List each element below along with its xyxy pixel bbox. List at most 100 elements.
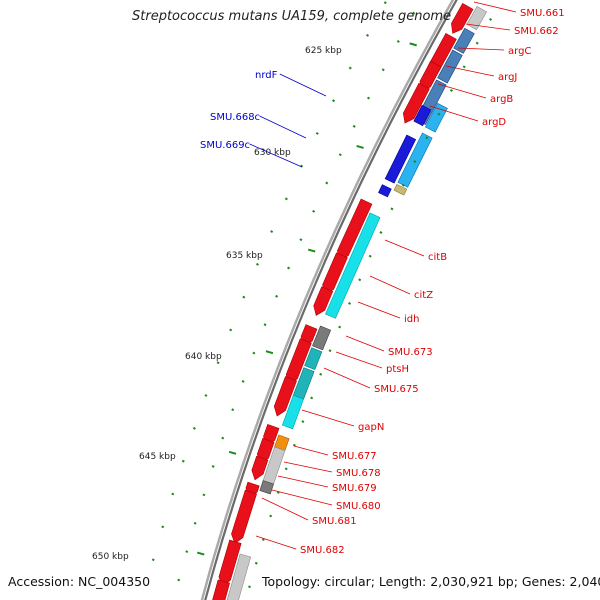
gc-content-dot <box>396 39 400 43</box>
gc-content-dot <box>263 323 267 327</box>
gene-leader-line <box>301 409 355 427</box>
gc-skew-dot <box>254 561 258 565</box>
forward-cds-arrow <box>451 3 474 34</box>
forward-cds-arrow <box>313 286 334 316</box>
gene-leader-line <box>473 1 517 13</box>
reverse-cog-block <box>424 102 448 133</box>
gene-leader-line <box>345 335 385 352</box>
genome-title: Streptococcus mutans UA159, complete gen… <box>132 9 452 24</box>
gene-leader-line <box>429 105 479 122</box>
backbone-line <box>204 0 458 600</box>
gene-label: gapN <box>358 422 384 433</box>
gene-label: SMU.679 <box>332 483 377 494</box>
gc-content-dot-outer <box>161 525 165 529</box>
gene-leader-line <box>437 83 487 99</box>
gene-label: citZ <box>414 290 433 301</box>
cog-feature-block <box>304 347 323 371</box>
gc-content-dot-outer <box>284 197 288 201</box>
gene-leader-line <box>283 461 333 473</box>
gc-content-dot <box>231 408 235 412</box>
gc-content-dot <box>381 68 385 72</box>
gc-content-dot <box>211 465 215 468</box>
gc-skew-dot <box>276 490 280 494</box>
scale-tick <box>265 350 274 355</box>
scale-label: 640 kbp <box>185 352 222 362</box>
gene-label: idh <box>404 314 419 325</box>
scale-label: 650 kbp <box>92 552 129 562</box>
backbone-shadow <box>200 0 455 600</box>
accession-label: Accession: NC_004350 <box>8 574 151 589</box>
gene-leader-line <box>323 367 371 389</box>
gene-label: nrdF <box>255 70 278 81</box>
gc-content-dot <box>366 96 371 100</box>
cog-feature-block <box>312 325 332 351</box>
gene-leader-line <box>261 497 309 521</box>
gc-content-dot <box>312 209 316 213</box>
gc-content-dot-outer <box>383 1 387 5</box>
gene-leader-line <box>249 143 303 168</box>
gc-content-dot-outer <box>242 295 246 299</box>
gene-leader-line <box>457 47 505 51</box>
gene-leader-line <box>271 489 333 506</box>
gene-label: argD <box>482 117 506 128</box>
gc-content-dot-outer <box>270 230 274 234</box>
gene-label: SMU.678 <box>336 468 381 479</box>
gene-label: SMU.680 <box>336 501 381 512</box>
gc-skew-dot <box>319 372 323 376</box>
gene-label: SMU.682 <box>300 545 345 556</box>
scale-label: 645 kbp <box>139 452 176 462</box>
forward-cds-arrow <box>231 489 258 544</box>
gc-skew-dot <box>401 183 405 187</box>
cog-feature-block <box>324 212 381 319</box>
gc-skew-dot <box>292 443 296 447</box>
gc-skew-dot <box>437 112 441 116</box>
gene-leader-line <box>279 73 327 97</box>
gc-skew-dot <box>348 301 352 305</box>
gc-content-dot-outer <box>300 164 304 168</box>
gc-content-dot-outer <box>192 426 196 430</box>
gene-label: SMU.677 <box>332 451 377 462</box>
gc-skew-dot <box>489 17 493 21</box>
gc-skew-dot <box>328 349 332 353</box>
scale-label: 625 kbp <box>305 46 342 56</box>
scale-label: 635 kbp <box>226 251 263 261</box>
gene-leader-line <box>384 239 425 257</box>
gene-label: argC <box>508 46 531 57</box>
gene-label: SMU.668c <box>210 112 260 123</box>
gc-skew-dot <box>413 160 417 164</box>
gc-skew-dot <box>310 396 314 400</box>
gc-content-dot-outer <box>315 131 319 135</box>
scale-tick <box>409 42 417 47</box>
gc-content-dot <box>352 124 356 128</box>
gc-skew-dot <box>338 325 342 329</box>
gc-skew-dot <box>425 136 429 140</box>
gene-label: SMU.661 <box>520 8 565 19</box>
gc-skew-dot <box>248 585 251 589</box>
gc-content-dot <box>412 11 416 15</box>
gene-label: ptsH <box>386 364 409 375</box>
gene-label: citB <box>428 252 447 263</box>
gc-content-dot <box>185 550 189 554</box>
gc-content-dot <box>299 238 303 242</box>
gc-content-dot <box>221 436 225 440</box>
gene-label: SMU.675 <box>374 384 419 395</box>
scale-tick <box>307 248 316 253</box>
reverse-cds-arrow <box>413 104 432 127</box>
gc-content-dot-outer <box>365 33 370 37</box>
reverse-cog-block <box>393 183 408 196</box>
gene-label: SMU.681 <box>312 516 357 527</box>
gc-content-dot-outer <box>331 99 336 103</box>
gc-skew-dot <box>261 538 265 542</box>
gc-content-dot <box>287 266 291 270</box>
gc-skew-dot <box>449 89 453 92</box>
gene-label: SMU.662 <box>514 26 559 37</box>
forward-cds-arrow <box>212 579 230 600</box>
gc-content-dot <box>241 379 245 383</box>
gc-content-dot <box>325 181 329 185</box>
gc-skew-dot <box>284 467 288 471</box>
gc-content-dot-outer <box>151 558 155 562</box>
cog-feature-block <box>466 5 488 31</box>
forward-cds-arrow <box>273 376 298 417</box>
gc-skew-dot <box>390 207 394 211</box>
gene-leader-line <box>255 535 297 550</box>
